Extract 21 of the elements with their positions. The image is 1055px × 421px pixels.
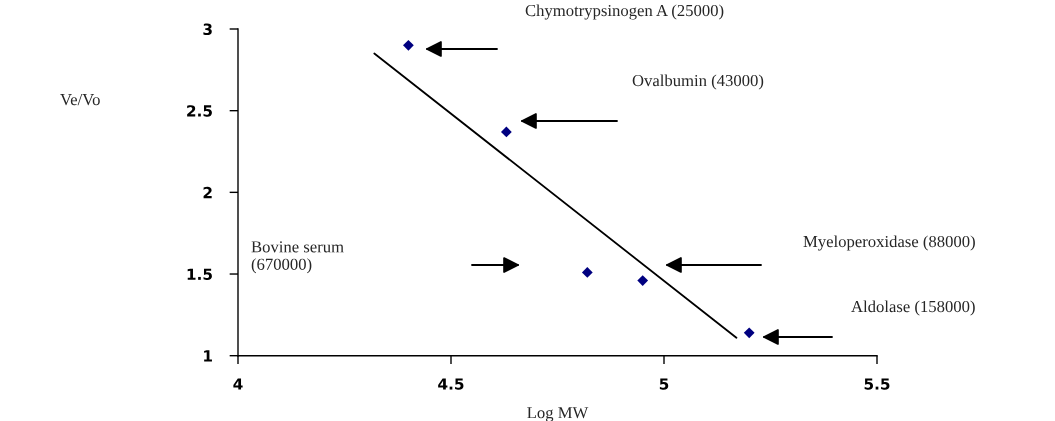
x-axis-title: Log MW bbox=[527, 407, 589, 421]
x-tick-label: 5 bbox=[659, 378, 669, 390]
text: Chymotrypsinogen A (25000) bbox=[525, 4, 724, 20]
point bbox=[501, 126, 512, 138]
x-tick-label: 4 bbox=[233, 378, 243, 390]
annotation: Myeloperoxidase (88000) bbox=[803, 235, 975, 251]
y-tick-label: 2 bbox=[203, 186, 212, 199]
y-tick-label: 3 bbox=[203, 23, 212, 36]
point bbox=[637, 275, 649, 286]
y-tick-label: 1.5 bbox=[187, 268, 212, 281]
x-tick-label: 5.5 bbox=[864, 378, 890, 390]
point bbox=[743, 327, 755, 339]
point bbox=[403, 39, 414, 51]
annotation: Ovalbumin (43000) bbox=[632, 74, 764, 90]
annotation: Bovine serum (670000) bbox=[251, 241, 344, 274]
x-tick-label: 4.5 bbox=[438, 378, 464, 390]
annotation: Aldolase (158000) bbox=[851, 300, 975, 316]
text: Ve/Vo bbox=[60, 94, 100, 106]
y-tick-label: 1 bbox=[204, 350, 212, 362]
y-tick-label: 2.5 bbox=[187, 105, 212, 117]
point bbox=[581, 267, 593, 278]
